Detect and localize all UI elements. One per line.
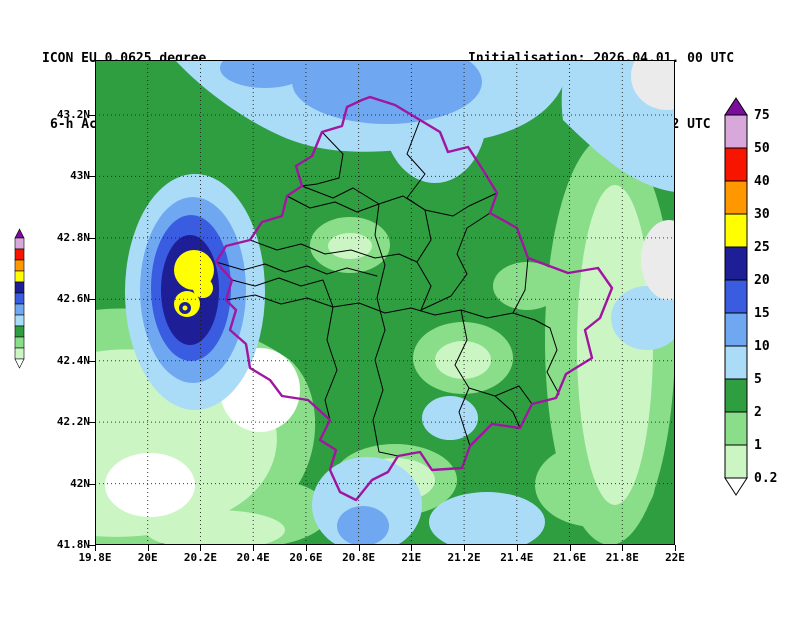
colorbar: 75 50 40 30 25 20 15 10 5 2 1 0.2 (724, 97, 792, 500)
colorbar-segment (14, 248, 25, 261)
colorbar-segment (14, 336, 25, 349)
colorbar-segment (724, 345, 748, 380)
colorbar-segment (14, 259, 25, 272)
lon-tick (305, 545, 307, 551)
lon-tick (358, 545, 360, 551)
municipality-boundaries (215, 119, 560, 457)
colorbar-segment (724, 378, 748, 413)
precip-field (95, 60, 675, 545)
lat-tick-label: 42.2N (56, 415, 90, 429)
lat-tick-label: 42.4N (56, 353, 90, 367)
colorbar-segment (14, 347, 25, 360)
lon-tick (464, 545, 466, 551)
colorbar-label: 25 (754, 240, 770, 255)
colorbar-segment (14, 237, 25, 250)
colorbar-segment (14, 325, 25, 338)
colorbar-segment (14, 270, 25, 283)
colorbar-segment (724, 411, 748, 446)
precip-region-02-1mm (145, 510, 285, 545)
precip-region-5-10mm (429, 492, 545, 545)
lon-tick (516, 545, 518, 551)
lat-tick-label: 42N (70, 476, 90, 490)
colorbar-arrow-bottom (14, 358, 25, 369)
colorbar-label: 15 (754, 306, 770, 321)
colorbar-arrow-top (724, 97, 748, 116)
colorbar-segment (14, 303, 25, 316)
colorbar-segment (724, 246, 748, 281)
lon-tick-label: 20E (137, 551, 158, 564)
lat-tick-label: 42.8N (56, 230, 90, 244)
colorbar-segment (724, 213, 748, 248)
plot-frame (95, 60, 675, 545)
colorbar-segment (724, 147, 748, 182)
lat-tick-label: 42.6N (56, 292, 90, 306)
colorbar-label: 10 (754, 339, 770, 354)
precip-region-dry-grey (641, 220, 675, 300)
lon-tick-label: 21.2E (447, 551, 481, 564)
lat-tick-label: 41.8N (56, 538, 90, 551)
colorbar-segment (724, 114, 748, 149)
colorbar-segment (14, 292, 25, 305)
lon-tick (95, 545, 96, 551)
precip-region-5-10mm (422, 396, 478, 440)
lon-tick-label: 21.8E (605, 551, 639, 564)
precip-region-10-15mm (337, 506, 389, 545)
lon-tick (200, 545, 202, 551)
precip-region-25-30mm (193, 278, 213, 298)
map-svg (95, 60, 675, 545)
national-border (214, 95, 614, 502)
mini-colorbar (14, 228, 25, 373)
colorbar-label: 30 (754, 207, 770, 222)
precip-region-dry-grey (631, 60, 675, 110)
precip-region-10-15mm (292, 60, 482, 124)
lon-tick-label: 20.4E (236, 551, 270, 564)
colorbar-segment (14, 281, 25, 294)
map-plot (95, 60, 675, 545)
colorbar-label: 75 (754, 108, 770, 123)
colorbar-label: 20 (754, 273, 770, 288)
lat-tick (89, 545, 95, 546)
precip-region-1-2mm (493, 262, 561, 310)
lon-tick-label: 21E (401, 551, 422, 564)
precip-region-02-1mm (435, 341, 491, 379)
colorbar-label: 2 (754, 405, 762, 420)
colorbar-segment (724, 180, 748, 215)
colorbar-arrow-top (14, 228, 25, 239)
lon-tick (253, 545, 255, 551)
precip-core-dot (182, 305, 188, 311)
lon-tick-label: 19.8E (78, 551, 112, 564)
lon-tick-label: 21.6E (552, 551, 587, 564)
lon-tick-label: 21.4E (500, 551, 534, 564)
precip-region-02-1mm (328, 233, 372, 259)
grid-lines (95, 60, 675, 545)
colorbar-label: 1 (754, 438, 762, 453)
lon-tick-label: 20.8E (342, 551, 376, 564)
colorbar-segment (14, 314, 25, 327)
lon-tick-label: 20.2E (183, 551, 218, 564)
colorbar-arrow-bottom (724, 477, 748, 496)
lon-tick (411, 545, 413, 551)
lon-tick (569, 545, 571, 551)
precip-region-02-1mm (577, 185, 653, 505)
lon-tick (622, 545, 624, 551)
lon-tick (675, 545, 676, 551)
precip-region-below-02mm (105, 453, 195, 517)
colorbar-segment (724, 279, 748, 314)
lon-tick-label: 22E (665, 551, 685, 564)
precip-region-5-10mm (611, 286, 675, 350)
colorbar-label: 40 (754, 174, 770, 189)
colorbar-label: 0.2 (754, 471, 777, 486)
precip-region-10-15mm (220, 60, 310, 88)
colorbar-segment (724, 444, 748, 479)
colorbar-label: 5 (754, 372, 762, 387)
colorbar-label: 50 (754, 141, 770, 156)
lon-tick (147, 545, 149, 551)
colorbar-segment (724, 312, 748, 347)
lon-tick-label: 20.6E (289, 551, 323, 564)
